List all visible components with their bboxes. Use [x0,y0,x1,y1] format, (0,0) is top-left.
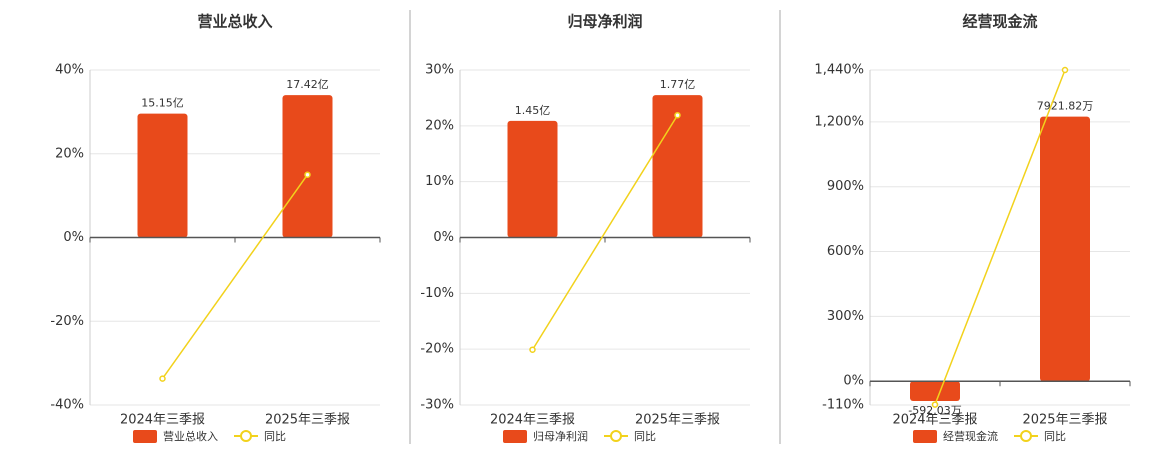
line-series [934,69,1066,405]
line-point [304,171,311,178]
bar [137,113,188,238]
y-tick-label: 900% [827,179,864,194]
chart-title: 归母净利润 [567,13,642,31]
y-tick-label: 1,200% [814,114,864,129]
y-tick-label: 0% [433,230,454,245]
line-series [531,114,679,351]
y-tick-label: 40% [55,63,84,78]
y-tick-label: -10% [420,286,454,301]
bar [652,95,703,238]
value-label: -592.03万 [908,404,961,417]
legend-label: 经营现金流 [943,429,998,443]
legend-icon [1020,430,1032,442]
y-tick-label: 20% [425,118,454,133]
value-label: 1.77亿 [660,78,696,91]
y-tick-label: -20% [50,314,84,329]
bar [282,95,333,238]
bar [910,381,960,401]
line-point [159,375,166,382]
x-tick-label: 2024年三季报 [892,413,977,428]
y-tick-label: 0% [843,374,864,389]
x-tick-label: 2024年三季报 [490,413,575,428]
y-tick-label: -30% [420,398,454,413]
y-tick-label: -40% [50,398,84,413]
legend-label: 同比 [1044,430,1066,443]
legend-label: 同比 [264,430,286,443]
legend-icon [503,430,527,443]
y-tick-label: -20% [420,342,454,357]
value-label: 15.15亿 [141,97,184,110]
legend-label: 同比 [634,430,656,443]
y-tick-label: 10% [425,174,454,189]
chart-title: 营业总收入 [197,13,272,31]
value-label: 7921.82万 [1037,100,1094,113]
legend-icon [913,430,937,443]
bar [1040,116,1090,382]
y-tick-label: -110% [822,398,864,413]
legend-icon [610,430,622,442]
legend-icon [133,430,157,443]
y-tick-label: 30% [425,63,454,78]
bar [507,120,558,238]
line-point [1061,66,1069,74]
line-series [161,174,309,380]
legend-label: 营业总收入 [163,429,218,443]
line-point [529,346,536,353]
x-tick-label: 2024年三季报 [120,413,205,428]
legend-label: 归母净利润 [533,429,588,443]
value-label: 1.45亿 [515,104,551,117]
line-point [931,401,939,408]
y-tick-label: 20% [55,146,84,161]
legend-icon [240,430,252,442]
value-label: 17.42亿 [286,78,329,91]
y-tick-label: 1,440% [814,63,864,78]
x-tick-label: 2025年三季报 [635,413,720,428]
line-point [674,111,681,119]
chart-title: 经营现金流 [962,13,1037,31]
y-tick-label: 600% [827,244,864,259]
x-tick-label: 2025年三季报 [265,413,350,428]
y-tick-label: 0% [63,230,84,245]
x-tick-label: 2025年三季报 [1022,413,1107,428]
y-tick-label: 300% [827,309,864,324]
